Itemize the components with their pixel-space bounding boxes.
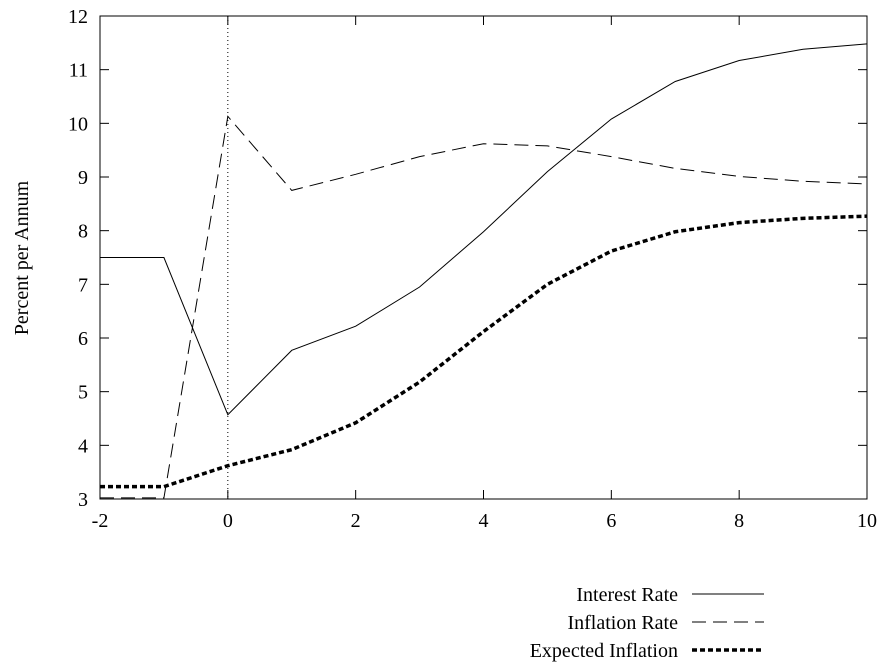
- y-tick-label: 10: [68, 113, 88, 135]
- y-tick-label: 3: [78, 489, 88, 511]
- series-line-expected-inflation: [100, 214, 868, 489]
- series-line-interest-rate: [100, 43, 868, 416]
- x-tick-label: 8: [734, 510, 744, 532]
- series-line-inflation-rate: [100, 115, 868, 499]
- tick-labels: -2 0 2 4 6 8 10 3 4 5 6 7 8 9 10 11 12: [68, 6, 877, 532]
- y-tick-label: 5: [78, 382, 88, 404]
- x-tick-label: 2: [351, 510, 361, 532]
- y-axis-title: Percent per Annum: [11, 180, 33, 335]
- legend: Interest Rate Inflation Rate Expected Infl…: [530, 584, 764, 662]
- x-tick-label: 0: [223, 510, 233, 532]
- y-tick-label: 6: [78, 328, 88, 350]
- x-tick-label: 4: [479, 510, 489, 532]
- series-lines: [100, 43, 868, 499]
- axis-ticks: [99, 15, 868, 500]
- legend-label-interest-rate: Interest Rate: [576, 584, 678, 606]
- x-tick-label: 6: [606, 510, 616, 532]
- x-tick-label: -2: [92, 510, 109, 532]
- y-tick-label: 9: [78, 167, 88, 189]
- x-tick-label: 10: [857, 510, 877, 532]
- y-tick-label: 4: [78, 435, 88, 457]
- y-tick-label: 8: [78, 221, 88, 243]
- y-tick-label: 11: [69, 60, 88, 82]
- legend-label-expected-inflation: Expected Inflation: [530, 640, 678, 662]
- y-tick-label: 7: [78, 274, 88, 296]
- legend-label-inflation-rate: Inflation Rate: [567, 612, 678, 634]
- y-tick-label: 12: [68, 6, 88, 28]
